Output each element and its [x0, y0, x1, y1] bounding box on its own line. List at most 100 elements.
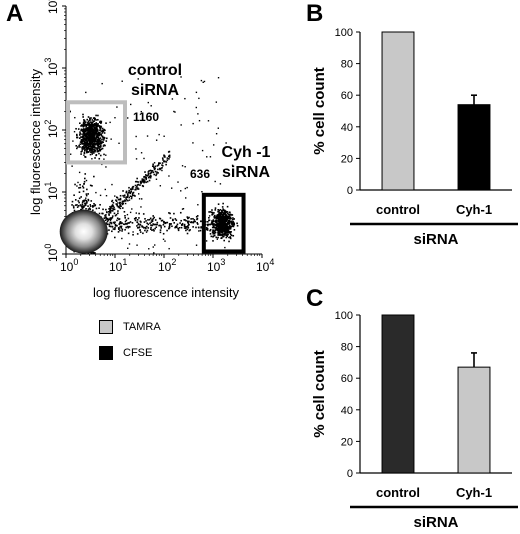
- scatter-point: [188, 216, 190, 219]
- scatter-point: [99, 120, 102, 123]
- scatter-point: [137, 188, 140, 190]
- scatter-point: [91, 129, 94, 132]
- scatter-point: [108, 213, 110, 215]
- scatter-point: [137, 223, 140, 225]
- scatter-point: [221, 225, 224, 228]
- y-tick-label: 100: [335, 310, 353, 322]
- scatter-point: [228, 226, 231, 229]
- scatter-point: [126, 213, 129, 216]
- scatter-point: [217, 219, 220, 222]
- scatter-point: [183, 227, 186, 229]
- scatter-point: [96, 130, 99, 132]
- scatter-point: [212, 231, 214, 233]
- scatter-point: [134, 184, 137, 187]
- scatter-point: [233, 223, 236, 226]
- scatter-point: [186, 220, 189, 223]
- scatter-point: [107, 218, 110, 221]
- scatter-point: [206, 227, 208, 229]
- scatter-point: [72, 205, 75, 207]
- scatter-point: [129, 221, 132, 223]
- scatter-point: [219, 222, 222, 225]
- scatter-point: [132, 192, 134, 194]
- scatter-point: [112, 208, 115, 210]
- scatter-point: [227, 233, 229, 236]
- scatter-point: [111, 207, 113, 209]
- scatter-point: [132, 185, 135, 188]
- scatter-point: [222, 230, 224, 233]
- scatter-point: [96, 136, 99, 139]
- scatter-point: [144, 171, 146, 173]
- scatter-point: [151, 224, 153, 227]
- scatter-point: [114, 195, 116, 197]
- scatter-point: [223, 233, 226, 236]
- scatter-point: [142, 213, 145, 215]
- scatter-point: [209, 156, 212, 158]
- scatter-point: [216, 222, 218, 224]
- scatter-point: [79, 204, 82, 206]
- scatter-point: [120, 227, 123, 229]
- scatter-point: [213, 212, 215, 214]
- scatter-point: [139, 223, 142, 226]
- scatter-point: [225, 225, 228, 227]
- scatter-point: [97, 140, 99, 143]
- scatter-point: [225, 211, 228, 213]
- scatter-point: [91, 184, 93, 187]
- scatter-point: [78, 134, 81, 136]
- scatter-point: [88, 207, 91, 210]
- scatter-point: [220, 221, 223, 223]
- scatter-point: [106, 220, 109, 223]
- scatter-point: [213, 214, 216, 217]
- scatter-point: [151, 165, 154, 168]
- scatter-point: [213, 226, 216, 229]
- scatter-point: [134, 188, 137, 191]
- scatter-point: [163, 135, 165, 137]
- scatter-point: [89, 204, 91, 206]
- scatter-point: [105, 217, 107, 220]
- scatter-point: [111, 216, 114, 219]
- scatter-point: [216, 223, 219, 226]
- scatter-point: [99, 131, 101, 134]
- scatter-point: [163, 221, 165, 223]
- scatter-point: [226, 235, 228, 238]
- scatter-point: [83, 199, 85, 202]
- scatter-point: [134, 217, 137, 220]
- scatter-point: [195, 215, 198, 218]
- scatter-point: [129, 192, 132, 195]
- scatter-point: [86, 140, 89, 142]
- scatter-point: [140, 110, 142, 113]
- scatter-point: [118, 218, 121, 220]
- scatter-point: [224, 228, 227, 230]
- scatter-point: [190, 221, 193, 224]
- scatter-point: [139, 220, 142, 223]
- scatter-point: [136, 177, 138, 180]
- scatter-point: [142, 180, 144, 183]
- scatter-point: [105, 194, 108, 197]
- scatter-point: [189, 221, 192, 224]
- scatter-point: [99, 154, 102, 157]
- scatter-point: [114, 117, 116, 119]
- scatter-point: [217, 229, 220, 232]
- scatter-point: [84, 202, 86, 205]
- scatter-point: [83, 182, 85, 185]
- scatter-point: [86, 149, 88, 151]
- scatter-point: [119, 221, 122, 223]
- scatter-point: [93, 202, 95, 205]
- scatter-point: [102, 141, 104, 143]
- scatter-point: [126, 222, 128, 225]
- scatter-point: [122, 190, 124, 192]
- scatter-point: [224, 211, 227, 213]
- scatter-point: [119, 198, 122, 201]
- scatter-point: [220, 230, 222, 232]
- scatter-point: [138, 212, 140, 215]
- scatter-point: [93, 137, 95, 140]
- scatter-point: [118, 142, 120, 144]
- scatter-point: [128, 199, 131, 201]
- scatter-point: [97, 118, 99, 121]
- scatter-point: [209, 211, 212, 213]
- scatter-point: [226, 219, 228, 221]
- scatter-point: [151, 219, 154, 221]
- panel-c-label: C: [306, 285, 324, 312]
- scatter-point: [118, 201, 121, 204]
- y-tick-label: 20: [341, 153, 353, 165]
- scatter-point: [212, 226, 214, 229]
